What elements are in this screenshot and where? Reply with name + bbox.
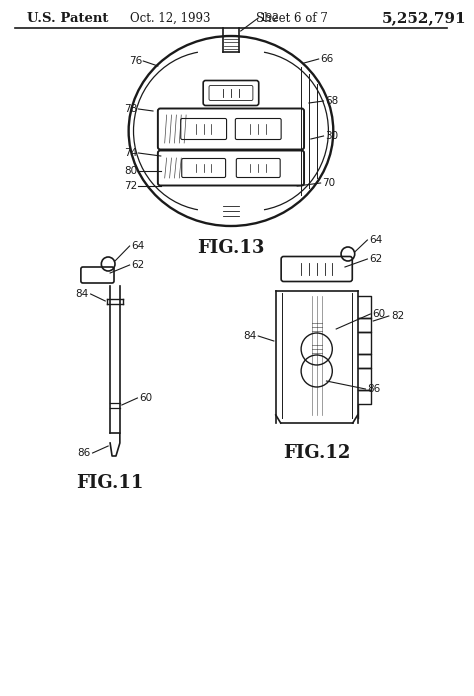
Text: 80: 80 [124, 166, 137, 176]
Text: 60: 60 [139, 393, 153, 403]
Text: 5,252,791: 5,252,791 [382, 11, 466, 25]
Text: 74: 74 [124, 148, 137, 158]
Text: 30: 30 [326, 131, 338, 141]
Text: 72: 72 [124, 181, 137, 191]
Text: U.S. Patent: U.S. Patent [27, 12, 109, 24]
Text: 82: 82 [391, 311, 404, 321]
Text: 86: 86 [77, 448, 91, 458]
Text: 86: 86 [367, 384, 381, 394]
Text: 192: 192 [260, 13, 280, 23]
Text: 62: 62 [369, 254, 383, 264]
Text: FIG.13: FIG.13 [197, 239, 264, 257]
Text: Sheet 6 of 7: Sheet 6 of 7 [256, 12, 328, 24]
Text: 76: 76 [128, 56, 142, 66]
Text: 62: 62 [132, 260, 145, 270]
Text: 70: 70 [323, 178, 336, 188]
Text: 64: 64 [369, 235, 383, 245]
Text: 60: 60 [372, 309, 385, 319]
Text: 78: 78 [124, 104, 137, 114]
Text: 66: 66 [320, 54, 334, 64]
Text: 68: 68 [326, 96, 339, 106]
Text: Oct. 12, 1993: Oct. 12, 1993 [130, 12, 211, 24]
Text: FIG.11: FIG.11 [76, 474, 144, 492]
Text: 84: 84 [75, 289, 89, 299]
Text: 84: 84 [243, 331, 256, 341]
Text: FIG.12: FIG.12 [283, 444, 350, 462]
Text: 64: 64 [132, 241, 145, 251]
